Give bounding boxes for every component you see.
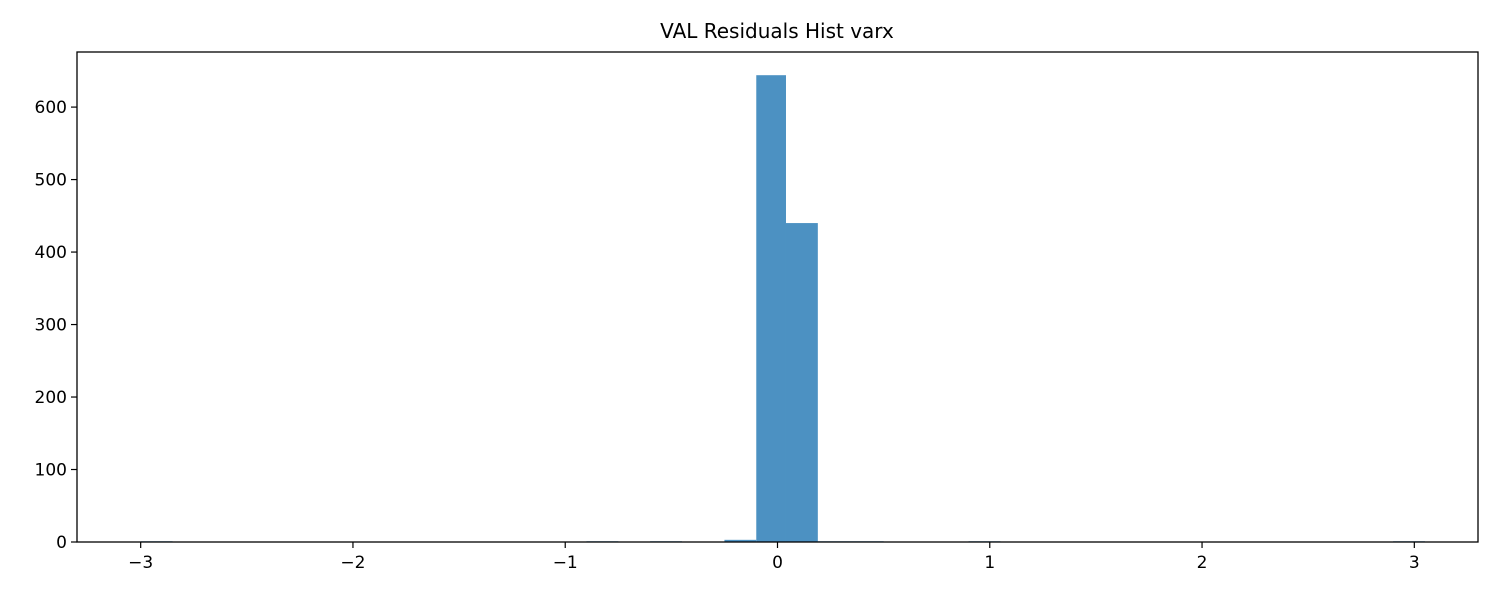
y-tick-label: 500 xyxy=(35,171,67,191)
x-tick-label: 0 xyxy=(772,553,783,573)
y-tick-label: 400 xyxy=(35,243,67,263)
x-tick-label: 3 xyxy=(1409,553,1420,573)
y-axis-ticks: 0 100 200 300 400 500 600 xyxy=(35,98,77,553)
y-tick-label: 0 xyxy=(56,533,67,553)
x-tick-label: −3 xyxy=(128,553,153,573)
x-axis-ticks: −3 −2 −1 0 1 2 3 xyxy=(128,542,1420,573)
chart-title: VAL Residuals Hist varx xyxy=(660,19,894,43)
histogram-bar xyxy=(756,75,786,543)
y-tick-label: 600 xyxy=(35,98,67,118)
x-tick-label: 1 xyxy=(984,553,995,573)
plot-frame xyxy=(76,51,1479,543)
histogram-bar xyxy=(724,539,757,542)
x-tick-label: −2 xyxy=(340,553,365,573)
x-tick-label: 2 xyxy=(1197,553,1208,573)
y-tick-label: 200 xyxy=(35,388,67,408)
histogram-bar xyxy=(785,223,818,542)
bars-group xyxy=(140,75,1425,543)
y-tick-label: 100 xyxy=(35,461,67,481)
y-tick-label: 300 xyxy=(35,316,67,336)
x-tick-label: −1 xyxy=(553,553,578,573)
